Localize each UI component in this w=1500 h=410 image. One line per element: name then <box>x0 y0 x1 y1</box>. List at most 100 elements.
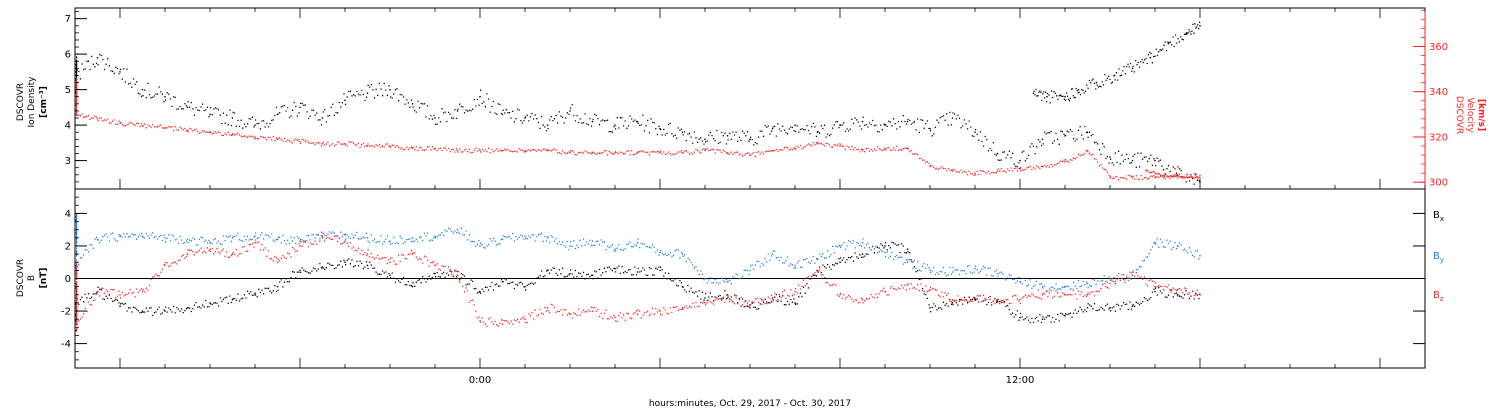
velocity-series-point <box>75 113 77 116</box>
bz-series-point <box>591 310 594 312</box>
ion-density-series-point <box>75 71 77 73</box>
ion-density-series-point <box>299 106 301 109</box>
bx-series-point <box>1041 318 1044 320</box>
bz-series-point <box>636 313 639 316</box>
velocity-series-point <box>1154 176 1156 179</box>
velocity-series-point <box>1086 149 1089 152</box>
density-axis-label-line2: Ion Density <box>27 76 37 128</box>
velocity-series-point <box>996 170 999 172</box>
bx-series-point <box>951 302 954 304</box>
velocity-series-point <box>614 152 616 154</box>
bx-series-point <box>749 306 751 309</box>
ion-density-series-point <box>681 131 684 134</box>
ion-density-series-late-point <box>1185 32 1188 34</box>
velocity-series-point <box>75 84 77 86</box>
field-axis-label-line1: DSCOVR <box>16 259 26 297</box>
by-series-point <box>164 237 166 239</box>
ion-density-series-point <box>861 120 864 123</box>
bx-series-point <box>164 310 166 312</box>
ion-density-series-point <box>344 99 346 102</box>
bz-series-point <box>434 264 436 267</box>
top-panel-frame <box>74 7 1426 190</box>
velocity-tick-label: 360 <box>1429 42 1448 53</box>
bx-series-point <box>636 271 639 273</box>
velocity-series-point <box>816 142 819 145</box>
by-series-point <box>1064 285 1066 288</box>
ion-density-series-late-point <box>1046 95 1048 98</box>
x-tick-label: 0:00 <box>469 375 491 386</box>
bx-series-point <box>501 280 504 283</box>
by-series-point <box>434 235 436 237</box>
field-axis-label-line3: [nT] <box>39 268 49 289</box>
bz-series-point <box>164 264 166 267</box>
x-axis-label: hours:minutes, Oct. 29, 2017 - Oct. 30, … <box>649 399 851 409</box>
ion-density-series-late-point <box>1149 56 1152 59</box>
ion-density-series-point <box>771 127 774 130</box>
by-series-point <box>929 269 931 272</box>
ion-density-series-point <box>186 106 189 109</box>
by-series-point <box>75 219 77 221</box>
bz-series-point <box>1086 293 1089 296</box>
velocity-series-point <box>96 118 99 120</box>
ion-density-series-point <box>1086 131 1089 134</box>
ion-density-series-point <box>704 138 706 141</box>
bz-series-point <box>1199 293 1201 296</box>
bz-series-point <box>569 313 571 316</box>
velocity-series-point <box>434 147 436 150</box>
ion-density-series <box>76 53 1200 185</box>
velocity-series-point <box>1019 167 1021 170</box>
ion-density-series-point <box>726 134 729 137</box>
legend-by-name: B <box>1433 251 1440 262</box>
bx-series-point <box>884 245 886 247</box>
by-series-point <box>794 264 796 267</box>
bz-series-point <box>704 302 706 304</box>
velocity-series-point <box>299 140 301 143</box>
magnetic-field-panel <box>75 213 1425 332</box>
bz-series-point <box>524 318 526 320</box>
by-series-point <box>344 233 346 236</box>
ion-density-series-point <box>389 88 391 91</box>
velocity-series-point <box>951 170 954 172</box>
legend-by-subscript: y <box>1440 256 1444 264</box>
ion-density-series-point <box>546 124 549 126</box>
ion-density-series-point <box>1109 156 1111 158</box>
velocity-series-point <box>75 104 77 107</box>
bz-series-point <box>75 297 77 299</box>
by-series-point <box>546 237 549 239</box>
by-series-point <box>389 240 391 242</box>
by-series-point <box>771 253 774 255</box>
bz-series-point <box>906 284 909 286</box>
bz-series-point <box>1154 285 1156 288</box>
bz-series-point <box>884 290 886 293</box>
bz-series-point <box>929 289 931 291</box>
bz-series-point <box>366 253 369 255</box>
ion-density-series-point <box>366 92 369 94</box>
by-series-point <box>75 215 77 218</box>
ion-density-series-point <box>411 103 414 105</box>
by-series-point <box>524 235 526 237</box>
by-series-point <box>366 237 369 239</box>
bx-series-point <box>119 305 121 307</box>
velocity-series-late-point <box>1199 176 1201 179</box>
by-series-point <box>569 245 571 247</box>
bz-series-point <box>1176 289 1179 291</box>
velocity-series-point <box>75 86 77 88</box>
bz-series-point <box>974 297 976 299</box>
density-tick-label: 4 <box>65 121 71 132</box>
bz-series-point <box>996 298 999 301</box>
bx-series-point <box>321 266 324 268</box>
velocity-tick-label: 300 <box>1429 178 1448 189</box>
bz-series-point <box>456 274 459 277</box>
density-tick-label: 3 <box>65 156 71 167</box>
by-series-point <box>614 248 616 251</box>
ion-density-series-point <box>929 127 931 130</box>
bx-series-point <box>1019 316 1021 319</box>
by-series-point <box>861 241 864 244</box>
by-series-point <box>1019 280 1021 283</box>
velocity-series-point <box>1064 161 1066 163</box>
velocity-series-point <box>75 90 77 93</box>
velocity-axis-label-line1: DSCOVR <box>1454 96 1464 134</box>
bz-series-point <box>75 266 77 268</box>
by-series-point <box>659 251 661 254</box>
velocity-series-point <box>974 172 976 174</box>
